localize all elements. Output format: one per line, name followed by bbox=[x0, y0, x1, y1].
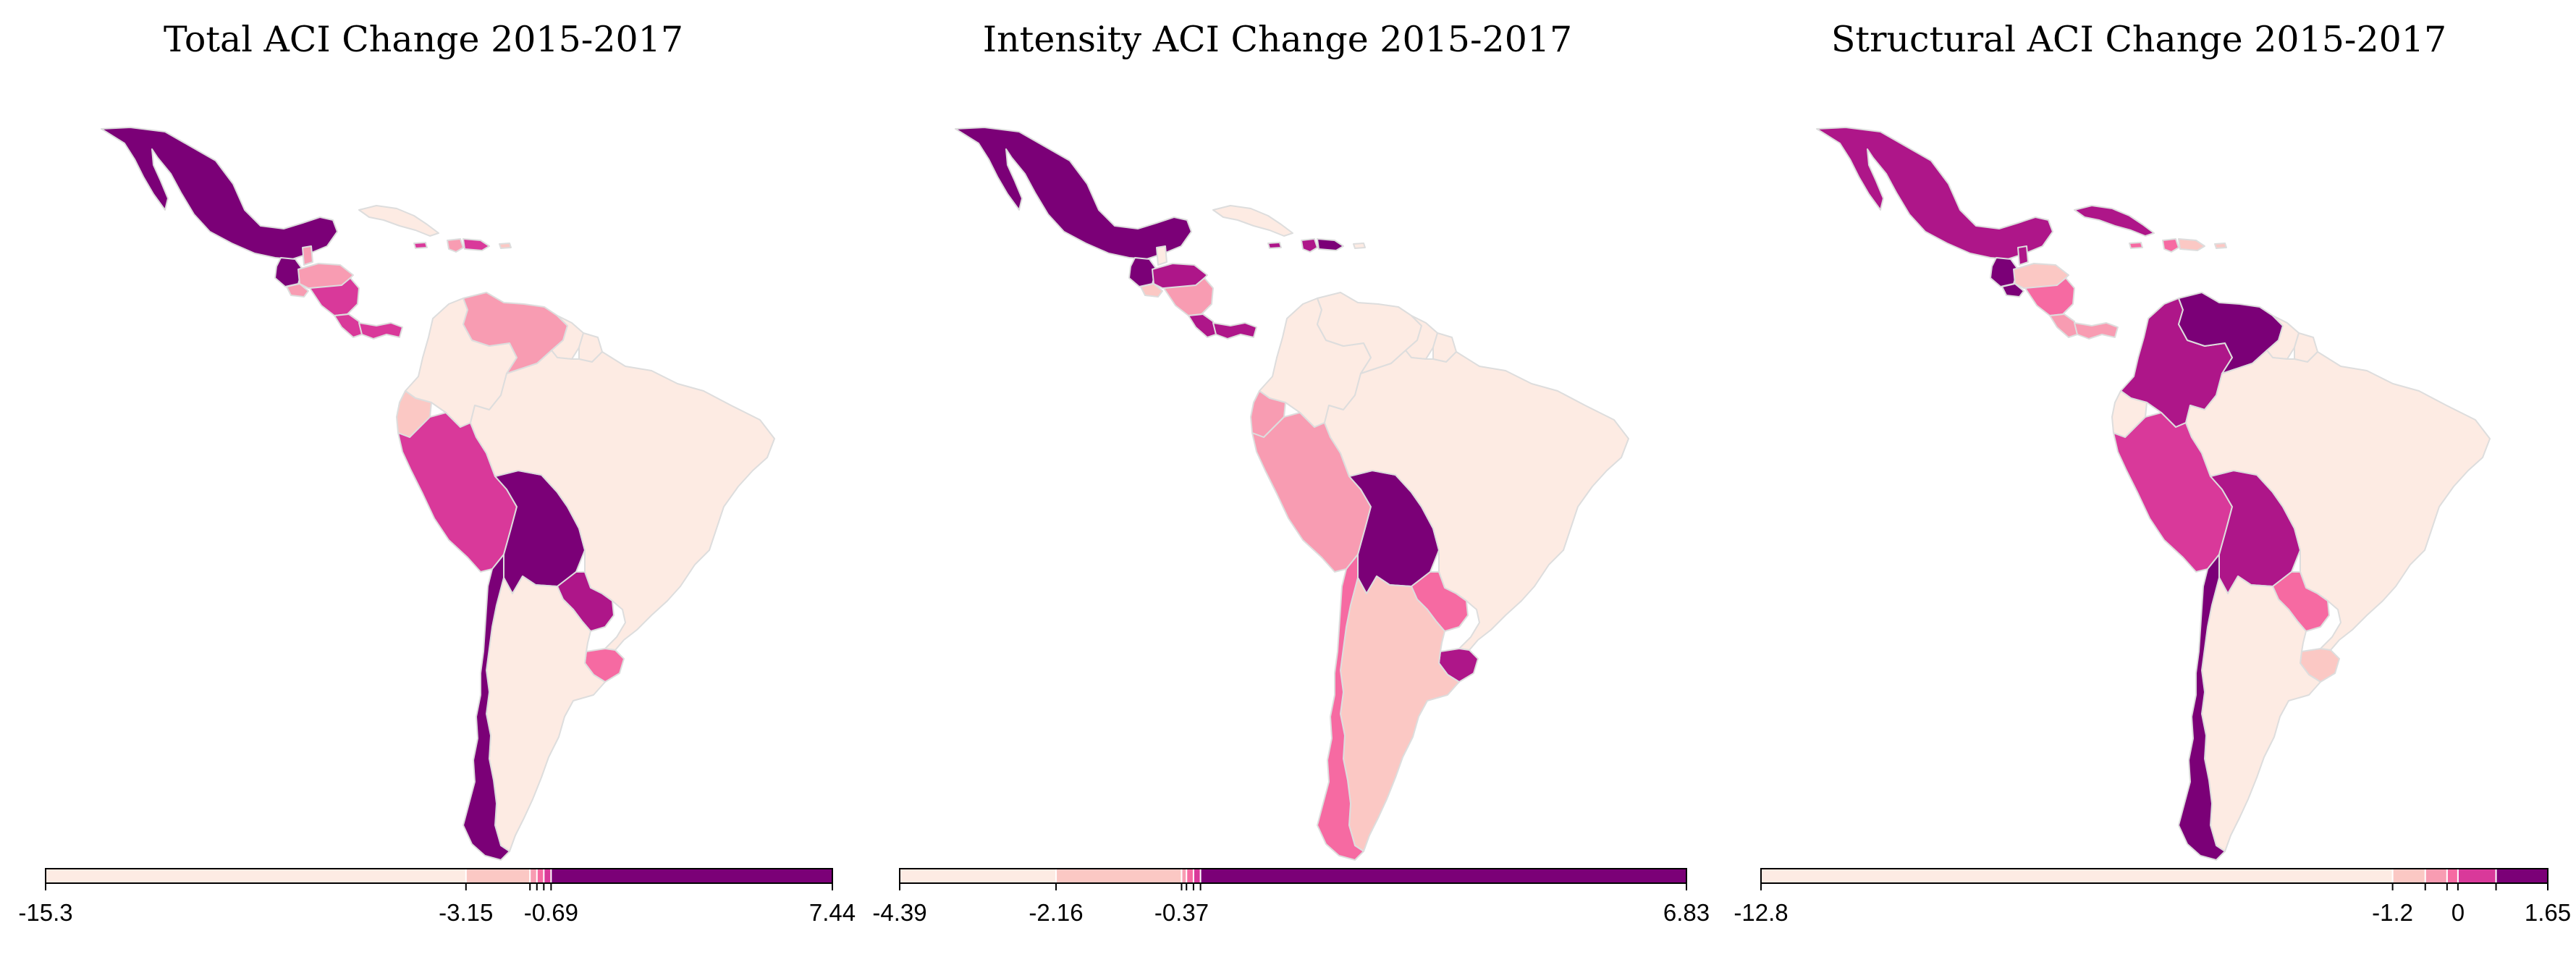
country-chile bbox=[1317, 554, 1364, 861]
legend-outline bbox=[1760, 868, 2548, 884]
legend-color-segment bbox=[530, 869, 537, 883]
legend-color-segment bbox=[465, 869, 531, 883]
country-dominican-rep bbox=[2178, 238, 2205, 251]
legend-tick-label: -15.3 bbox=[18, 899, 72, 926]
legend-outline bbox=[899, 868, 1687, 884]
legend-color-segment bbox=[544, 869, 552, 883]
country-cuba bbox=[1212, 205, 1293, 237]
map-title: Structural ACI Change 2015-2017 bbox=[1830, 19, 2447, 60]
legend-outline bbox=[45, 868, 833, 884]
map-panel-total: Total ACI Change 2015-2017 -15.3 -3.15 -0.… bbox=[0, 0, 856, 957]
legend-tick-label: 1.65 bbox=[2525, 899, 2571, 926]
map-title: Intensity ACI Change 2015-2017 bbox=[982, 19, 1573, 60]
country-costa-rica bbox=[2049, 313, 2078, 338]
country-cuba bbox=[2074, 205, 2155, 237]
legend-color-segment bbox=[1761, 869, 2393, 883]
legend-color-segment bbox=[1193, 869, 1201, 883]
country-jamaica bbox=[413, 242, 428, 249]
map-panel-intensity: Intensity ACI Change 2015-2017 -4.39 -2.1… bbox=[854, 0, 1710, 957]
map-title: Total ACI Change 2015-2017 bbox=[163, 19, 684, 60]
legend-color-segment bbox=[900, 869, 1057, 883]
country-el-salvador bbox=[286, 283, 309, 298]
country-cuba bbox=[358, 205, 439, 237]
country-puerto-rico bbox=[1353, 243, 1366, 249]
country-mexico bbox=[101, 127, 338, 260]
legend-color-segment bbox=[536, 869, 544, 883]
country-costa-rica bbox=[334, 313, 363, 338]
country-panama bbox=[2074, 322, 2119, 340]
country-mexico bbox=[955, 127, 1192, 260]
country-puerto-rico bbox=[499, 243, 512, 249]
country-mexico bbox=[1816, 127, 2053, 260]
legend-tick-label: -0.69 bbox=[524, 899, 578, 926]
country-el-salvador bbox=[2001, 283, 2024, 298]
legend-tick-label: -2.16 bbox=[1029, 899, 1083, 926]
country-haiti bbox=[2162, 238, 2179, 253]
legend-color-segment bbox=[1056, 869, 1182, 883]
country-haiti bbox=[447, 238, 464, 253]
country-dominican-rep bbox=[1317, 238, 1344, 251]
legend-color-segment bbox=[2425, 869, 2447, 883]
country-belize bbox=[302, 245, 313, 266]
choropleth-map bbox=[101, 127, 775, 861]
country-nicaragua bbox=[309, 277, 360, 316]
country-chile bbox=[463, 554, 510, 861]
legend-color-segment bbox=[2392, 869, 2425, 883]
legend-tick-label: -3.15 bbox=[439, 899, 493, 926]
country-belize bbox=[1156, 245, 1167, 266]
legend-tick-label: 0 bbox=[2452, 899, 2465, 926]
country-jamaica bbox=[1267, 242, 1282, 249]
country-el-salvador bbox=[1140, 283, 1163, 298]
legend-color-segment bbox=[1200, 869, 1686, 883]
legend-color-segment bbox=[1181, 869, 1187, 883]
legend-tick-label: -0.37 bbox=[1154, 899, 1209, 926]
color-scale-legend: -12.8 -1.2 0 1.65 bbox=[1733, 868, 2571, 926]
country-nicaragua bbox=[1163, 277, 1214, 316]
country-costa-rica bbox=[1188, 313, 1217, 338]
country-panama bbox=[1212, 322, 1257, 340]
legend-tick-label: -4.39 bbox=[872, 899, 926, 926]
choropleth-map bbox=[1816, 127, 2491, 861]
legend-tick-label: 7.44 bbox=[809, 899, 856, 926]
country-nicaragua bbox=[2024, 277, 2075, 316]
country-chile bbox=[2178, 554, 2226, 861]
choropleth-map bbox=[955, 127, 1629, 861]
color-scale-legend: -4.39 -2.16 -0.37 6.83 bbox=[872, 868, 1710, 926]
legend-color-segment bbox=[1186, 869, 1194, 883]
map-panel-structural: Structural ACI Change 2015-2017 -12.8 -1.… bbox=[1715, 0, 2571, 957]
legend-color-segment bbox=[2446, 869, 2458, 883]
legend-color-segment bbox=[2457, 869, 2496, 883]
country-jamaica bbox=[2129, 242, 2143, 249]
legend-tick-label: -1.2 bbox=[2372, 899, 2413, 926]
country-dominican-rep bbox=[463, 238, 490, 251]
legend-color-segment bbox=[2496, 869, 2548, 883]
legend-tick-label: 6.83 bbox=[1663, 899, 1710, 926]
legend-color-segment bbox=[551, 869, 832, 883]
country-haiti bbox=[1301, 238, 1318, 253]
legend-color-segment bbox=[46, 869, 466, 883]
country-belize bbox=[2017, 245, 2029, 266]
country-panama bbox=[358, 322, 403, 340]
legend-tick-label: -12.8 bbox=[1733, 899, 1788, 926]
country-puerto-rico bbox=[2214, 243, 2227, 249]
color-scale-legend: -15.3 -3.15 -0.69 7.44 bbox=[18, 868, 856, 926]
